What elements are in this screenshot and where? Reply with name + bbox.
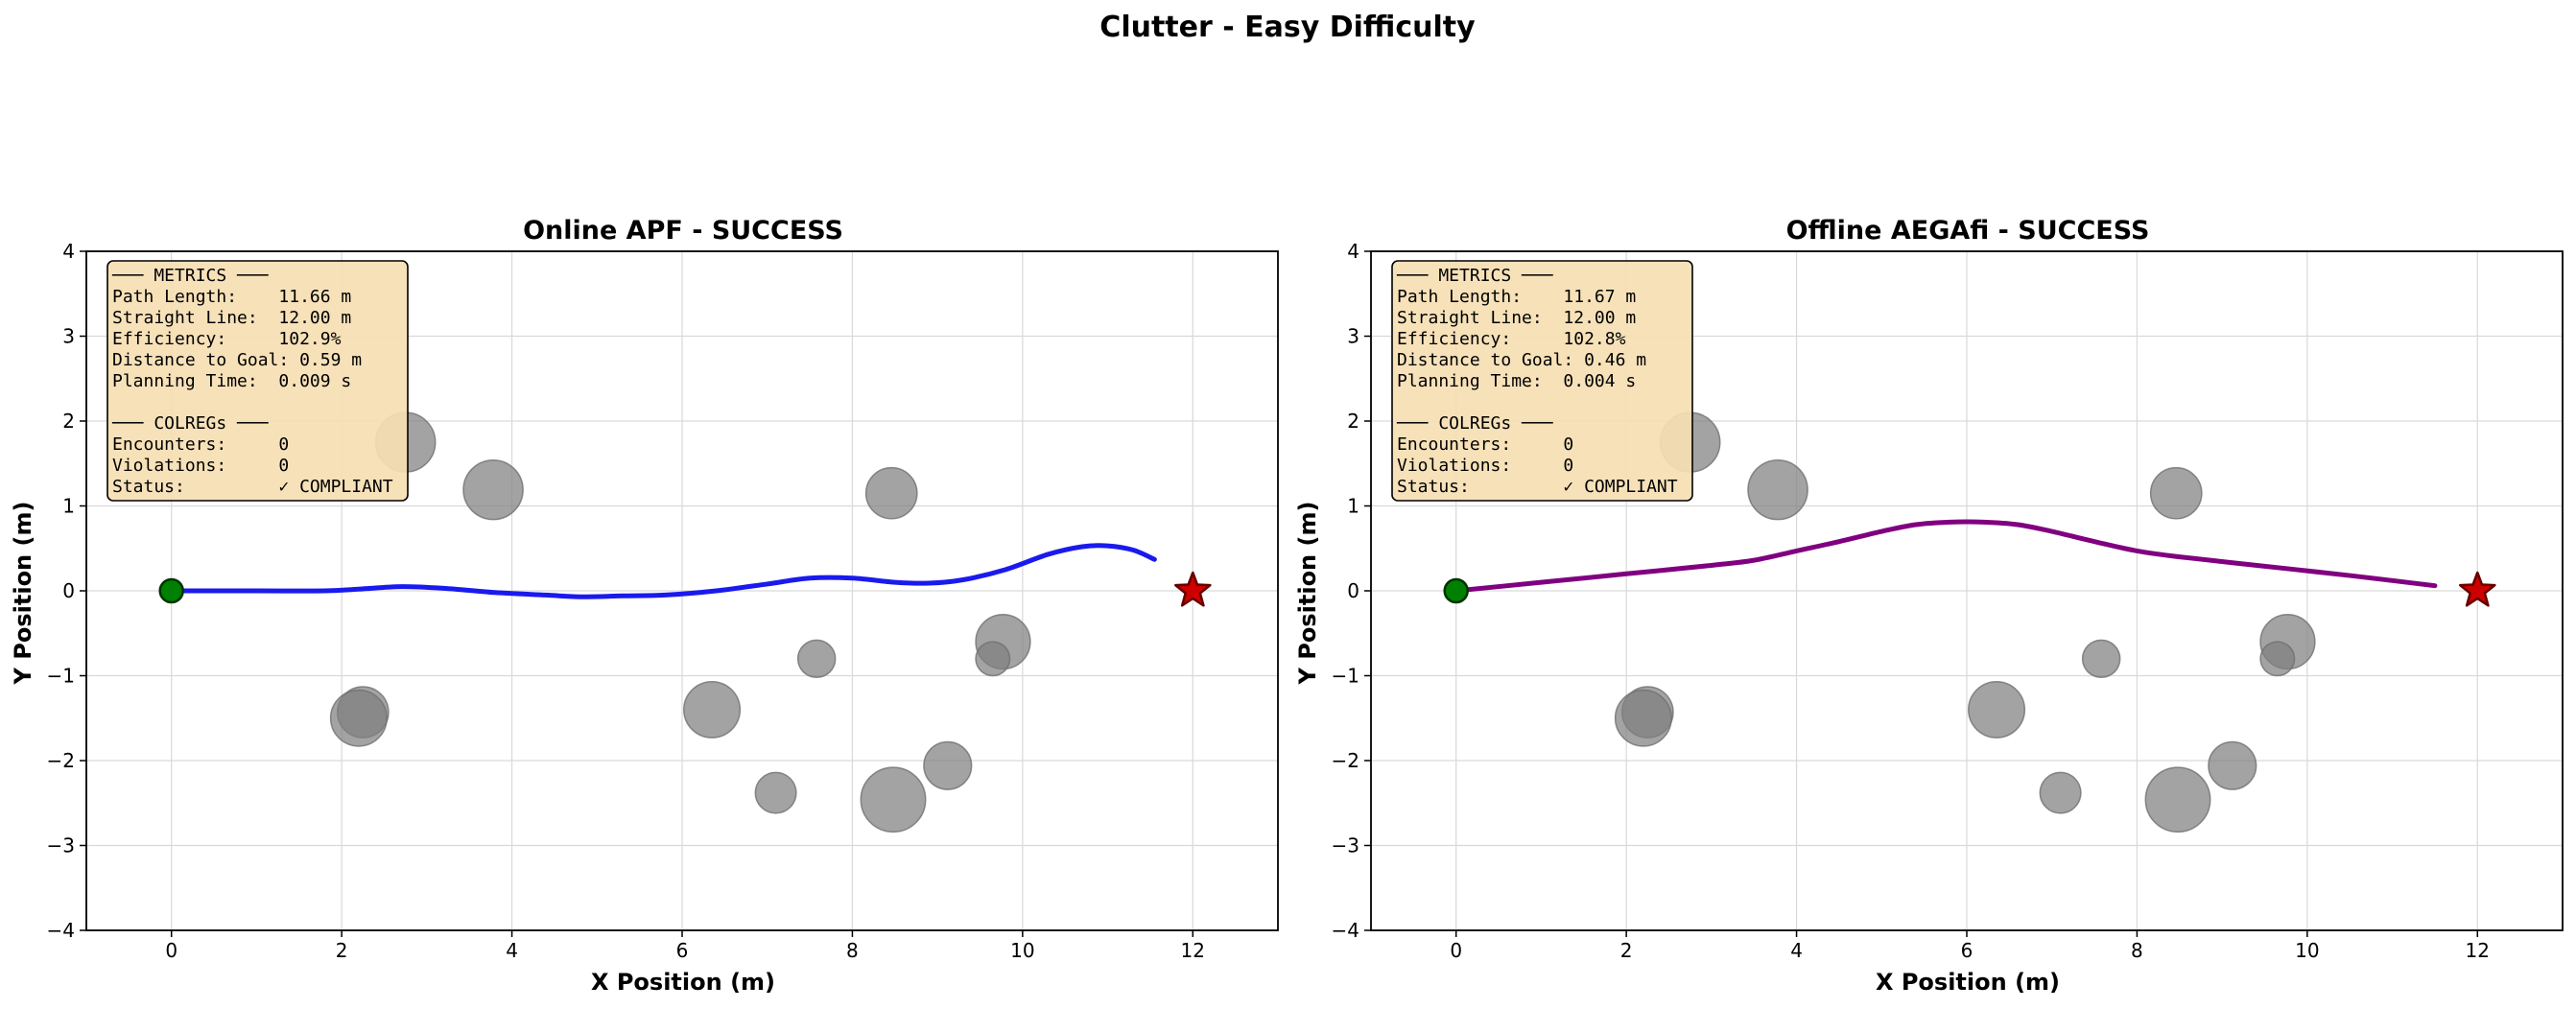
metrics-line: Path Length: 11.67 m [1397,287,1636,307]
obstacle-circle [2149,466,2203,520]
obstacle-circle [1747,458,1808,521]
metrics-line: Efficiency: 102.8% [1397,329,1626,349]
chart-panel-offline-aegafi: Offline AEGAfi - SUCCESS X Position (m) … [1294,216,2564,996]
metrics-line: Status: ✓ COMPLIANT [1397,477,1678,497]
obstacle-circle [2144,766,2211,833]
obstacle-circle [462,458,524,521]
y-axis-label: Y Position (m) [10,502,36,686]
x-tick-label: 0 [1450,939,1462,962]
obstacle-circle [754,771,797,814]
x-tick-label: 8 [846,939,859,962]
obstacle-circle [860,766,927,833]
metrics-line: ─── COLREGs ─── [111,413,270,434]
y-tick-label: 0 [62,579,75,602]
start-marker [1443,577,1469,604]
x-tick-label: 12 [1181,939,1205,962]
obstacle-circle [329,689,388,747]
metrics-line: Distance to Goal: 0.46 m [1397,350,1646,370]
x-tick-label: 10 [2295,939,2319,962]
figure-suptitle: Clutter - Easy Difficulty [1099,11,1476,44]
x-axis-label: X Position (m) [1876,969,2060,996]
y-tick-label: 3 [62,325,75,348]
x-tick-label: 6 [676,939,689,962]
y-tick-label: −1 [1332,665,1359,688]
metrics-line: Encounters: 0 [112,434,289,455]
y-tick-label: −4 [1332,919,1359,942]
trajectory-path [1453,519,2438,594]
metrics-line: Violations: 0 [112,456,289,476]
metrics-line: Encounters: 0 [1397,434,1573,455]
y-tick-label: −1 [47,665,75,688]
metrics-line: Violations: 0 [1397,456,1573,476]
metrics-line: Planning Time: 0.004 s [1397,371,1636,391]
x-tick-label: 0 [165,939,177,962]
trajectory-path [169,543,1157,599]
obstacle-circle [975,641,1011,677]
obstacle-circle [2259,641,2296,677]
metrics-line: Status: ✓ COMPLIANT [112,477,393,497]
obstacle-circle [2208,740,2257,790]
y-tick-label: 1 [62,495,75,518]
y-tick-label: −2 [47,749,75,772]
start-marker [158,577,184,604]
x-tick-label: 4 [1790,939,1803,962]
y-tick-label: 4 [62,240,75,263]
chart-title: Offline AEGAfi - SUCCESS [1786,216,2150,246]
obstacle-circle [923,740,973,790]
x-tick-label: 8 [2131,939,2143,962]
obstacle-circle [1968,680,2026,739]
metrics-line: Distance to Goal: 0.59 m [112,350,362,370]
y-tick-label: −4 [47,919,75,942]
metrics-line: ─── METRICS ─── [1396,266,1554,286]
x-tick-label: 4 [506,939,518,962]
obstacle-circle [864,466,918,520]
y-tick-label: 1 [1347,495,1359,518]
y-tick-label: −2 [1332,749,1359,772]
goal-star-marker [1173,571,1212,607]
metrics-box [106,260,409,502]
x-tick-label: 12 [2466,939,2490,962]
y-tick-label: 4 [1347,240,1359,263]
metrics-line: Efficiency: 102.9% [112,329,342,349]
x-tick-label: 2 [336,939,348,962]
x-tick-label: 2 [1620,939,1633,962]
metrics-box [1391,260,1693,502]
y-tick-label: 2 [62,410,75,433]
obstacle-circle [1614,689,1672,747]
metrics-line: Straight Line: 12.00 m [1397,308,1636,328]
metrics-line: ─── METRICS ─── [111,266,270,286]
x-tick-label: 10 [1010,939,1034,962]
metrics-line: Straight Line: 12.00 m [112,308,351,328]
obstacle-circle [683,680,742,739]
obstacle-circle [2081,639,2121,679]
goal-star-marker [2458,571,2496,607]
chart-panel-online-apf: Online APF - SUCCESS X Position (m) Y Po… [10,216,1279,996]
y-tick-label: −3 [47,834,75,857]
metrics-line: Planning Time: 0.009 s [112,371,351,391]
y-axis-label: Y Position (m) [1294,502,1321,686]
y-tick-label: 0 [1347,579,1359,602]
y-tick-label: −3 [1332,834,1359,857]
y-tick-label: 3 [1347,325,1359,348]
x-axis-label: X Position (m) [591,969,775,996]
metrics-line: Path Length: 11.66 m [112,287,351,307]
obstacle-circle [796,639,837,679]
metrics-line: ─── COLREGs ─── [1396,413,1554,434]
obstacle-circle [2039,771,2082,814]
x-tick-label: 6 [1961,939,1973,962]
y-tick-label: 2 [1347,410,1359,433]
chart-title: Online APF - SUCCESS [523,216,843,246]
